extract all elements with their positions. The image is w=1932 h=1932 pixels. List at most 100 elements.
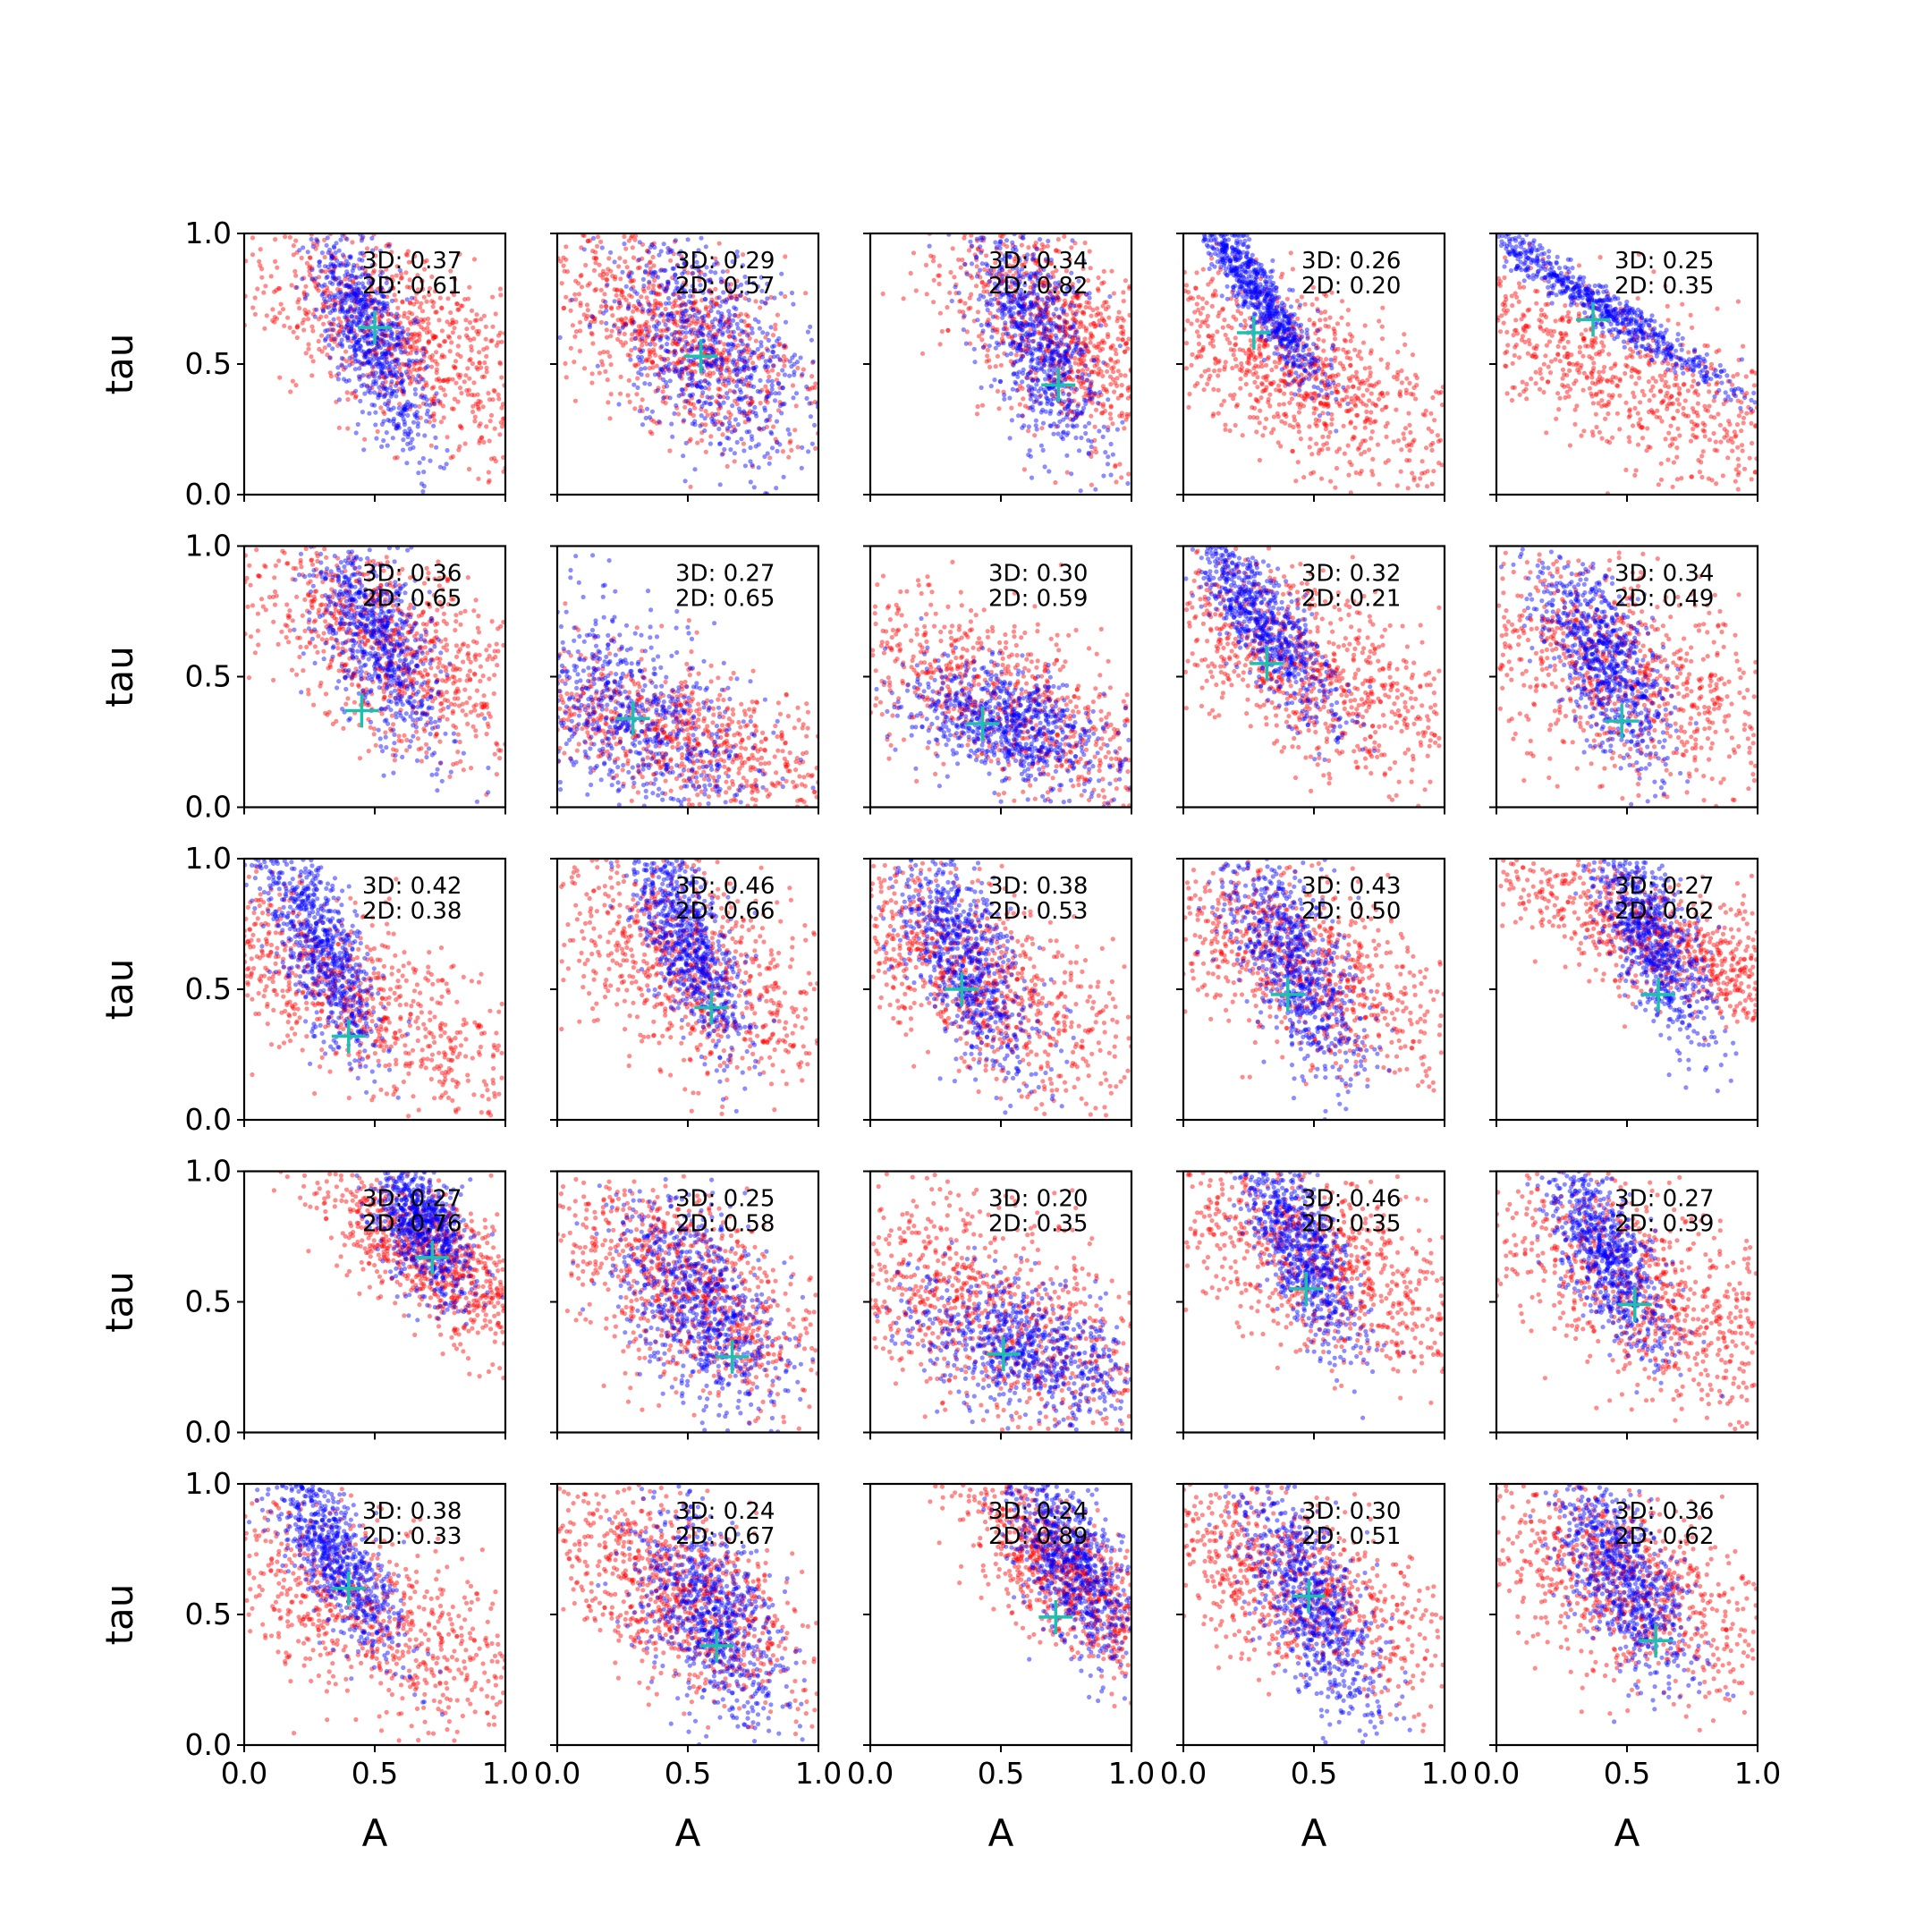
samples-3d-point (400, 326, 405, 331)
samples-2d-point (1040, 353, 1046, 359)
samples-3d-point (659, 283, 665, 288)
samples-3d-point (1108, 441, 1114, 447)
samples-2d-point (673, 318, 678, 324)
samples-2d-point (394, 361, 399, 367)
samples-2d-point (1036, 268, 1041, 274)
samples-2d-point (970, 275, 975, 280)
samples-2d-point (1295, 421, 1301, 427)
samples-2d-point (1069, 369, 1074, 375)
samples-2d-point (707, 360, 712, 366)
samples-3d-point (692, 422, 698, 428)
samples-2d-point (1079, 375, 1085, 380)
samples-2d-point (694, 344, 699, 350)
samples-2d-point (724, 319, 729, 325)
samples-2d-point (1045, 309, 1051, 315)
samples-2d-point (561, 255, 566, 260)
samples-2d-point (308, 255, 313, 260)
samples-2d-point (381, 409, 386, 414)
samples-2d-point (1069, 410, 1075, 415)
samples-2d-point (1321, 442, 1326, 447)
samples-3d-point (343, 309, 348, 315)
samples-2d-point (593, 260, 598, 266)
samples-2d-point (726, 286, 733, 292)
samples-3d-point (385, 339, 390, 345)
samples-3d-point (679, 302, 684, 309)
samples-2d-point (274, 316, 280, 321)
samples-3d-point (349, 328, 354, 334)
samples-2d-point (470, 409, 476, 415)
samples-2d-point (1395, 438, 1402, 444)
samples-2d-point (1298, 436, 1303, 442)
samples-3d-point (636, 370, 641, 376)
samples-3d-point (631, 319, 637, 325)
samples-2d-point (322, 254, 327, 260)
samples-2d-point (1024, 348, 1030, 353)
samples-2d-point (744, 343, 750, 349)
samples-2d-point (1118, 324, 1123, 330)
samples-3d-point (338, 260, 343, 266)
samples-3d-point (361, 361, 367, 367)
samples-3d-point (730, 403, 735, 409)
samples-2d-point (423, 349, 428, 354)
samples-2d-point (1103, 322, 1108, 327)
samples-2d-point (475, 392, 480, 397)
samples-3d-point (708, 300, 714, 305)
samples-2d-point (1050, 270, 1055, 275)
samples-2d-point (326, 320, 332, 326)
samples-2d-point (427, 329, 432, 335)
samples-2d-point (708, 304, 714, 309)
samples-2d-point (1104, 300, 1109, 305)
samples-3d-point (768, 429, 774, 435)
samples-3d-point (401, 416, 406, 422)
samples-3d-point (368, 332, 373, 337)
samples-3d-point (356, 309, 362, 315)
samples-3d-point (747, 429, 752, 435)
samples-2d-point (781, 353, 787, 359)
samples-2d-point (472, 414, 478, 419)
samples-3d-point (343, 258, 349, 264)
samples-2d-point (270, 318, 275, 323)
samples-3d-point (710, 350, 716, 355)
samples-2d-point (1061, 370, 1066, 376)
samples-2d-point (953, 291, 959, 296)
samples-2d-point (443, 338, 448, 344)
samples-3d-point (1051, 431, 1056, 436)
samples-3d-point (396, 342, 402, 347)
samples-2d-point (386, 401, 391, 406)
samples-2d-point (360, 265, 365, 270)
samples-3d-point (1068, 353, 1074, 359)
samples-2d-point (608, 305, 614, 310)
samples-2d-point (486, 470, 492, 475)
samples-3d-point (406, 431, 411, 437)
samples-3d-point (1036, 346, 1041, 352)
samples-2d-point (411, 340, 418, 345)
samples-2d-point (352, 394, 358, 400)
samples-3d-point (326, 250, 331, 256)
samples-2d-point (744, 411, 750, 417)
samples-2d-point (481, 347, 487, 352)
samples-2d-point (958, 298, 963, 303)
samples-3d-point (652, 372, 658, 377)
samples-2d-point (1096, 288, 1101, 293)
samples-3d-point (378, 369, 384, 375)
samples-2d-point (764, 367, 769, 372)
samples-2d-point (392, 455, 398, 461)
samples-2d-point (773, 322, 778, 327)
samples-2d-point (1039, 426, 1045, 431)
samples-3d-point (962, 261, 968, 267)
samples-2d-point (1035, 246, 1040, 251)
samples-3d-point (1020, 379, 1025, 385)
samples-3d-point (380, 322, 386, 327)
samples-3d-point (663, 322, 668, 327)
samples-2d-point (448, 309, 453, 316)
samples-2d-point (1190, 352, 1195, 357)
samples-2d-point (373, 298, 378, 303)
samples-2d-point (776, 342, 782, 348)
samples-2d-point (448, 268, 453, 274)
samples-3d-point (749, 373, 754, 378)
samples-2d-point (487, 478, 492, 483)
samples-2d-point (1077, 304, 1082, 309)
samples-3d-point (659, 311, 665, 317)
samples-2d-point (381, 375, 386, 380)
samples-3d-point (732, 305, 737, 310)
